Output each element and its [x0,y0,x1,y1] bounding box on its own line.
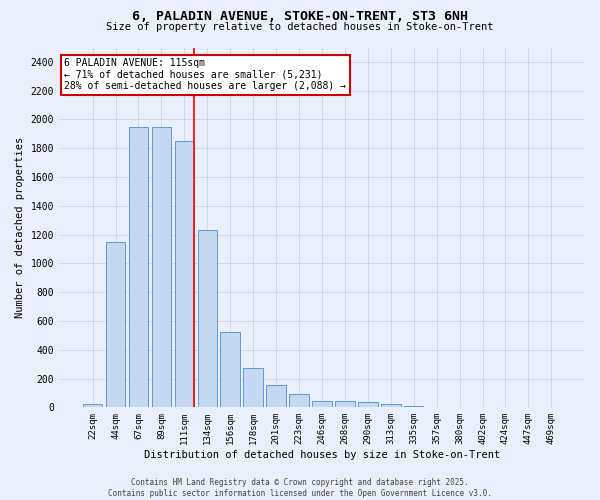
Text: 6, PALADIN AVENUE, STOKE-ON-TRENT, ST3 6NH: 6, PALADIN AVENUE, STOKE-ON-TRENT, ST3 6… [132,10,468,23]
Text: Contains HM Land Registry data © Crown copyright and database right 2025.
Contai: Contains HM Land Registry data © Crown c… [108,478,492,498]
Bar [106,242,125,408]
Bar [197,230,217,408]
Bar [129,126,148,408]
Bar [152,126,171,408]
Bar [244,368,263,408]
X-axis label: Distribution of detached houses by size in Stoke-on-Trent: Distribution of detached houses by size … [144,450,500,460]
Bar [175,141,194,407]
Bar [83,404,103,407]
Text: 6 PALADIN AVENUE: 115sqm
← 71% of detached houses are smaller (5,231)
28% of sem: 6 PALADIN AVENUE: 115sqm ← 71% of detach… [64,58,346,92]
Bar [404,406,424,407]
Bar [450,406,469,408]
Y-axis label: Number of detached properties: Number of detached properties [15,137,25,318]
Bar [427,406,446,408]
Bar [289,394,309,407]
Bar [220,332,240,407]
Bar [358,402,377,407]
Bar [312,401,332,407]
Bar [335,401,355,407]
Text: Size of property relative to detached houses in Stoke-on-Trent: Size of property relative to detached ho… [106,22,494,32]
Bar [381,404,401,407]
Bar [266,385,286,407]
